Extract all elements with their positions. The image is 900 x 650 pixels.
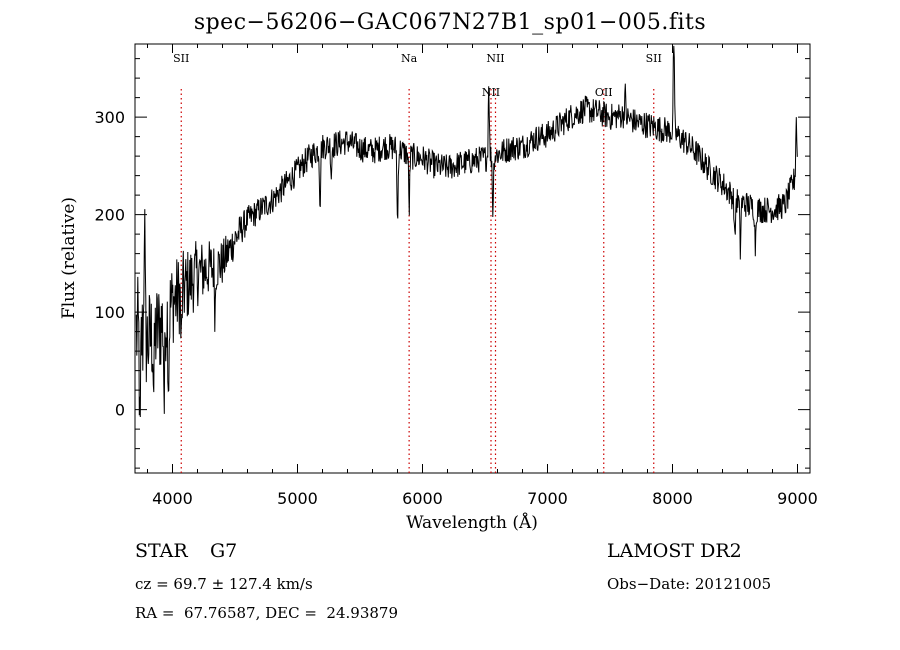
x-tick-label: 5000: [277, 489, 318, 508]
y-tick-label: 0: [115, 401, 125, 420]
x-tick-label: 6000: [402, 489, 443, 508]
x-tick-label: 9000: [777, 489, 818, 508]
x-axis-label: Wavelength (Å): [406, 512, 538, 533]
x-tick-label: 7000: [527, 489, 568, 508]
object-subclass: G7: [210, 540, 238, 562]
y-tick-label: 200: [94, 206, 125, 225]
object-class: STAR: [135, 540, 188, 562]
y-tick-label: 100: [94, 303, 125, 322]
obs-date: Obs−Date: 20121005: [607, 575, 772, 593]
plot-frame: [134, 43, 811, 474]
x-tick-label: 4000: [152, 489, 193, 508]
y-axis-label: Flux (relative): [59, 197, 79, 319]
ra-dec: RA = 67.76587, DEC = 24.93879: [135, 604, 399, 622]
survey-name: LAMOST DR2: [607, 540, 742, 562]
axis-ticks: 4000 5000 6000 7000 8000 9000 0 100 200 300: [94, 44, 818, 508]
spectral-line-label: NII: [482, 86, 500, 99]
spectral-line-markers: SII Na NII NII OII SII: [173, 52, 662, 473]
spectral-line-label: SII: [173, 52, 189, 65]
chart-title: spec−56206−GAC067N27B1_sp01−005.fits: [193, 10, 707, 35]
x-tick-label: 8000: [652, 489, 693, 508]
redshift-text: cz = 69.7 ± 127.4 km/s: [135, 575, 313, 593]
spectral-line-label: OII: [595, 86, 613, 99]
spectrum-line: [135, 45, 798, 418]
spectral-line-label: Na: [401, 52, 418, 65]
spectral-line-label: SII: [646, 52, 662, 65]
spectral-line-label: NII: [486, 52, 504, 65]
y-tick-label: 300: [94, 108, 125, 127]
